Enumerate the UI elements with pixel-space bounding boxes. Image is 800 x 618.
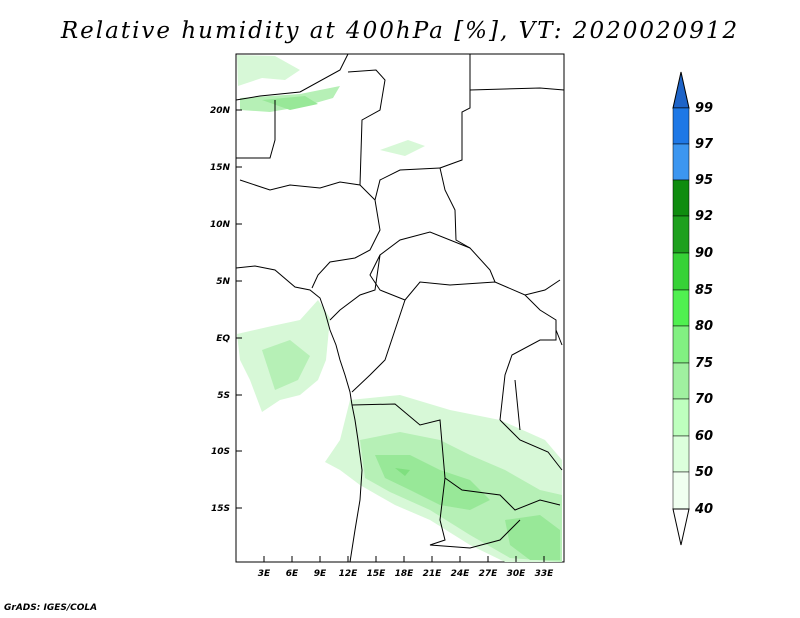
colorbar-swatch [672, 252, 690, 291]
lon-tick-label: 21E [423, 569, 443, 579]
lon-tick-label: 9E [314, 569, 327, 579]
longitude-labels: 3E 6E 9E 12E 15E 18E 21E 24E 27E 30E 33E [258, 569, 554, 579]
colorbar-swatch [672, 435, 690, 473]
country-borders [235, 53, 565, 563]
colorbar-swatch [672, 362, 690, 400]
latitude-labels: 20N 15N 10N 5N EQ 5S 10S 15S [210, 106, 231, 514]
lon-tick-label: 30E [507, 569, 527, 579]
lat-tick-label: 10S [211, 447, 230, 457]
colorbar-label: 99 [695, 101, 713, 116]
colorbar-swatch [672, 325, 690, 364]
lon-tick-label: 6E [286, 569, 299, 579]
humidity-shading [237, 55, 562, 562]
colorbar-label: 75 [695, 356, 713, 371]
colorbar-swatch [672, 215, 690, 254]
colorbar-swatch [672, 471, 690, 510]
grads-credit: GrADS: IGES/COLA [4, 603, 98, 613]
lat-tick-label: 20N [210, 106, 231, 116]
lon-tick-label: 18E [395, 569, 415, 579]
lon-tick-label: 12E [339, 569, 359, 579]
lat-tick-label: 5S [217, 391, 230, 401]
colorbar-label: 85 [695, 283, 713, 298]
map-panel: 20N 15N 10N 5N EQ 5S 10S 15S 3E 6E 9E 12… [210, 53, 565, 579]
colorbar-label: 60 [695, 429, 713, 444]
colorbar-label: 50 [695, 465, 713, 480]
lon-tick-label: 24E [451, 569, 471, 579]
colorbar-swatch [672, 289, 690, 327]
colorbar-label: 95 [695, 173, 713, 188]
colorbar-top-arrow [672, 71, 690, 109]
colorbar-swatch [672, 107, 690, 145]
colorbar-swatch [672, 398, 690, 437]
lon-tick-label: 27E [479, 569, 499, 579]
lat-tick-label: EQ [216, 334, 230, 344]
colorbar-swatch [672, 143, 690, 181]
colorbar-swatch [672, 179, 690, 217]
colorbar-label: 90 [695, 246, 713, 261]
map-title: Relative humidity at 400hPa [%], VT: 202… [60, 18, 740, 44]
colorbar-bottom-arrow [672, 508, 690, 546]
lat-tick-label: 10N [210, 220, 231, 230]
axis-ticks [236, 109, 545, 562]
colorbar: 99 97 95 92 90 85 80 75 70 60 50 40 [672, 71, 714, 546]
lat-tick-label: 5N [216, 277, 230, 287]
colorbar-label: 80 [695, 319, 713, 334]
lon-tick-label: 3E [258, 569, 271, 579]
lat-tick-label: 15S [211, 504, 230, 514]
lat-tick-label: 15N [210, 163, 231, 173]
colorbar-label: 70 [695, 392, 713, 407]
lon-tick-label: 33E [535, 569, 555, 579]
lon-tick-label: 15E [367, 569, 387, 579]
colorbar-label: 92 [695, 209, 713, 224]
colorbar-label: 97 [695, 137, 714, 152]
colorbar-label: 40 [694, 502, 713, 517]
